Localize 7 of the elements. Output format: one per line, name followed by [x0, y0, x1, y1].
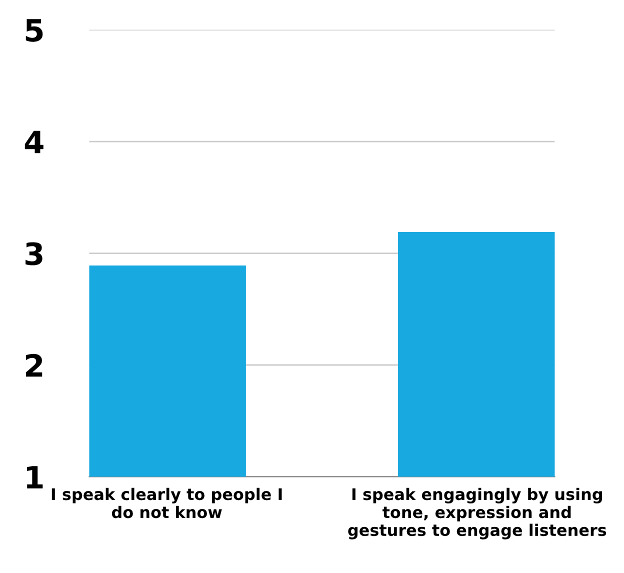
- y-tick-label: 3: [26, 242, 42, 266]
- x-tick-label: I speak engagingly by using tone, expression and gestures to engage listeners: [348, 488, 606, 540]
- y-tick-label: 1: [26, 466, 43, 488]
- y-tick-label: 5: [26, 19, 43, 42]
- y-tick-label: 4: [24, 130, 44, 154]
- x-tick-label: I speak clearly to people I do not know: [52, 488, 282, 518]
- y-tick-label: 2: [26, 354, 42, 377]
